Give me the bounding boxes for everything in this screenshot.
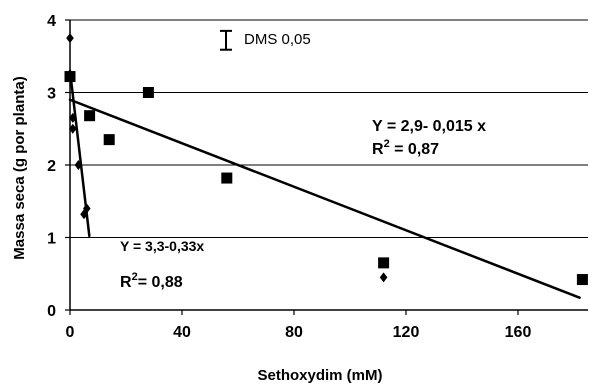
r-squared-2-value: = 0,88 (138, 274, 183, 291)
r-squared-1: R2 = 0,87 (372, 138, 439, 158)
r-squared-2: R2= 0,88 (120, 271, 183, 291)
y-tick-label-2: 2 (47, 158, 56, 175)
y-tick-label-4: 4 (47, 13, 56, 30)
square-point-1 (64, 71, 76, 83)
y-tick-label-0: 0 (47, 303, 56, 320)
y-tick-label-3: 3 (47, 86, 56, 103)
x-tick-label-160: 160 (505, 324, 532, 341)
x-tick-label-40: 40 (173, 324, 191, 341)
gridlines (70, 19, 588, 238)
diamond-point-6 (83, 203, 91, 214)
r-squared-2-sup: 2 (132, 271, 138, 283)
x-tick-label-120: 120 (393, 324, 420, 341)
r-squared-1-value: = 0,87 (390, 141, 439, 158)
x-axis-title: Sethoxydim (mM) (257, 367, 382, 384)
equation-1: Y = 2,9- 0,015 x (372, 118, 486, 135)
r-squared-2-prefix: R (120, 274, 132, 291)
tick-labels: 0 40 80 120 160 0 1 2 3 4 (47, 13, 531, 341)
equation-2: Y = 3,3-0,33x (120, 238, 204, 254)
square-point-3 (103, 134, 115, 146)
data-points (64, 33, 588, 286)
square-point-7 (576, 274, 588, 286)
square-point-4 (142, 87, 154, 98)
fit-line-1 (68, 98, 581, 299)
diamond-point-2 (69, 112, 77, 123)
y-axis-title: Massa seca (g por planta) (11, 76, 28, 259)
diamond-point-4 (74, 160, 83, 170)
r-squared-1-prefix: R (372, 141, 384, 158)
diamond-point-3 (69, 123, 77, 134)
dms-label: DMS 0,05 (244, 31, 311, 48)
fit-lines (68, 69, 581, 299)
r-squared-1-sup: 2 (384, 138, 390, 150)
diamond-point-1 (66, 33, 74, 44)
x-tick-label-80: 80 (285, 324, 303, 341)
error-bar-group: DMS 0,05 (220, 29, 311, 51)
square-point-2 (84, 110, 96, 122)
axes (65, 19, 588, 315)
y-tick-label-1: 1 (47, 231, 56, 248)
diamond-point-7 (379, 272, 388, 283)
x-tick-label-0: 0 (66, 324, 75, 341)
dms-error-bar (220, 29, 232, 51)
square-point-5 (221, 172, 233, 184)
square-point-6 (378, 257, 390, 269)
